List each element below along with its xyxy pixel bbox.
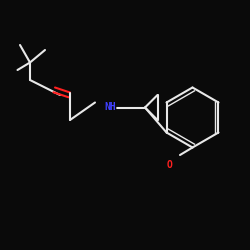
Text: O: O	[167, 160, 173, 170]
Text: NH: NH	[104, 102, 116, 113]
